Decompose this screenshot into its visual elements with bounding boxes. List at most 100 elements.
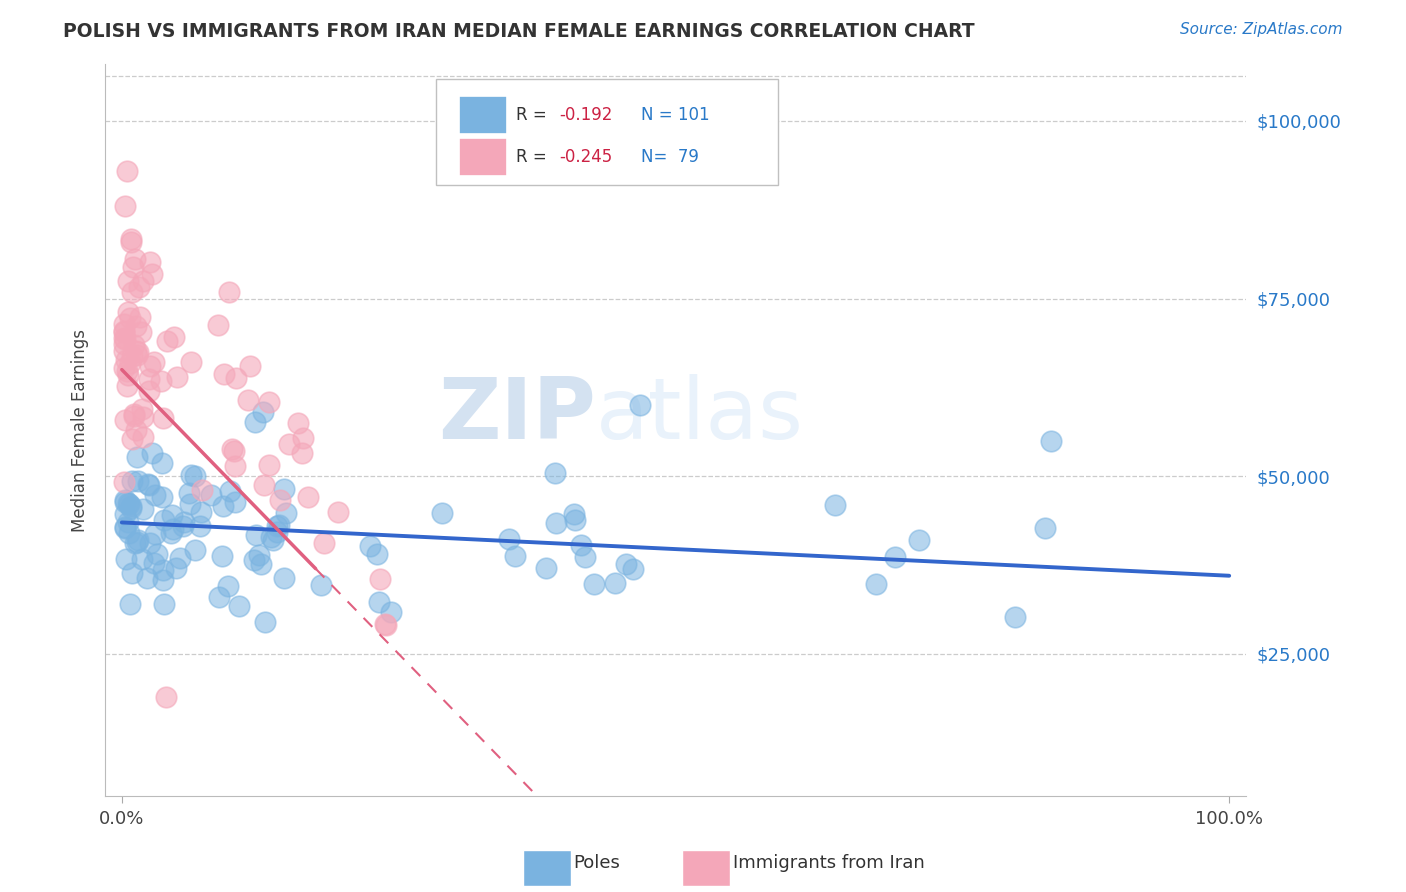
Point [117, 274, 139, 288]
Point [366, 547, 388, 561]
Point [274, 506, 297, 520]
Point [273, 572, 295, 586]
Point [114, 520, 136, 534]
Point [211, 499, 233, 513]
Point [184, 543, 207, 558]
Point [165, 561, 187, 575]
Point [125, 348, 148, 362]
Point [242, 553, 264, 567]
Point [139, 254, 162, 268]
Point [160, 508, 183, 522]
Text: R =: R = [516, 106, 547, 124]
Point [212, 367, 235, 381]
Point [564, 513, 586, 527]
Point [131, 402, 153, 417]
Point [141, 446, 163, 460]
Point [574, 550, 596, 565]
Point [1033, 521, 1056, 535]
Point [207, 318, 229, 332]
Point [122, 338, 145, 352]
Point [603, 575, 626, 590]
Point [252, 405, 274, 419]
Point [112, 475, 135, 490]
Point [245, 528, 267, 542]
Point [152, 411, 174, 425]
Point [131, 551, 153, 566]
Text: POLISH VS IMMIGRANTS FROM IRAN MEDIAN FEMALE EARNINGS CORRELATION CHART: POLISH VS IMMIGRANTS FROM IRAN MEDIAN FE… [63, 22, 974, 41]
Point [121, 474, 143, 488]
Text: R =: R = [516, 148, 547, 167]
Point [368, 572, 391, 586]
Point [368, 595, 391, 609]
Point [139, 359, 162, 373]
Point [208, 590, 231, 604]
Point [544, 466, 567, 480]
Point [129, 326, 152, 340]
Point [131, 502, 153, 516]
Point [138, 372, 160, 386]
Point [122, 260, 145, 275]
Point [249, 548, 271, 562]
Point [312, 536, 335, 550]
Point [124, 319, 146, 334]
Text: Immigrants from Iran: Immigrants from Iran [733, 855, 924, 872]
Point [114, 413, 136, 427]
Text: ZIP: ZIP [437, 374, 596, 457]
Point [127, 534, 149, 549]
Point [145, 547, 167, 561]
Point [191, 483, 214, 498]
Point [172, 518, 194, 533]
Point [498, 532, 520, 546]
Text: N=  79: N= 79 [641, 148, 699, 167]
Point [569, 538, 592, 552]
Point [125, 423, 148, 437]
Point [180, 468, 202, 483]
Text: N = 101: N = 101 [641, 106, 710, 124]
Point [266, 525, 288, 540]
Point [291, 431, 314, 445]
Point [117, 515, 139, 529]
Point [117, 368, 139, 383]
Point [121, 285, 143, 299]
Point [503, 549, 526, 563]
Point [328, 505, 350, 519]
Point [218, 285, 240, 299]
Point [112, 361, 135, 376]
Point [257, 458, 280, 472]
Point [152, 563, 174, 577]
Point [124, 535, 146, 549]
Point [143, 526, 166, 541]
Point [1004, 609, 1026, 624]
Point [112, 331, 135, 345]
Point [291, 446, 314, 460]
Point [132, 430, 155, 444]
Point [865, 577, 887, 591]
Point [120, 235, 142, 249]
Point [200, 488, 222, 502]
Point [180, 355, 202, 369]
Text: Poles: Poles [574, 855, 620, 872]
Point [125, 344, 148, 359]
Point [908, 533, 931, 547]
Point [135, 572, 157, 586]
Point [132, 274, 155, 288]
Point [150, 374, 173, 388]
Point [562, 508, 585, 522]
Point [150, 490, 173, 504]
Point [120, 356, 142, 370]
Point [152, 512, 174, 526]
Point [128, 280, 150, 294]
FancyBboxPatch shape [436, 78, 778, 185]
Text: -0.245: -0.245 [560, 148, 613, 167]
Point [155, 690, 177, 704]
Point [309, 577, 332, 591]
Point [114, 521, 136, 535]
Point [269, 517, 291, 532]
Point [121, 349, 143, 363]
Point [163, 330, 186, 344]
Point [114, 493, 136, 508]
Point [117, 378, 139, 392]
Point [297, 490, 319, 504]
Point [112, 336, 135, 351]
Point [628, 398, 651, 412]
